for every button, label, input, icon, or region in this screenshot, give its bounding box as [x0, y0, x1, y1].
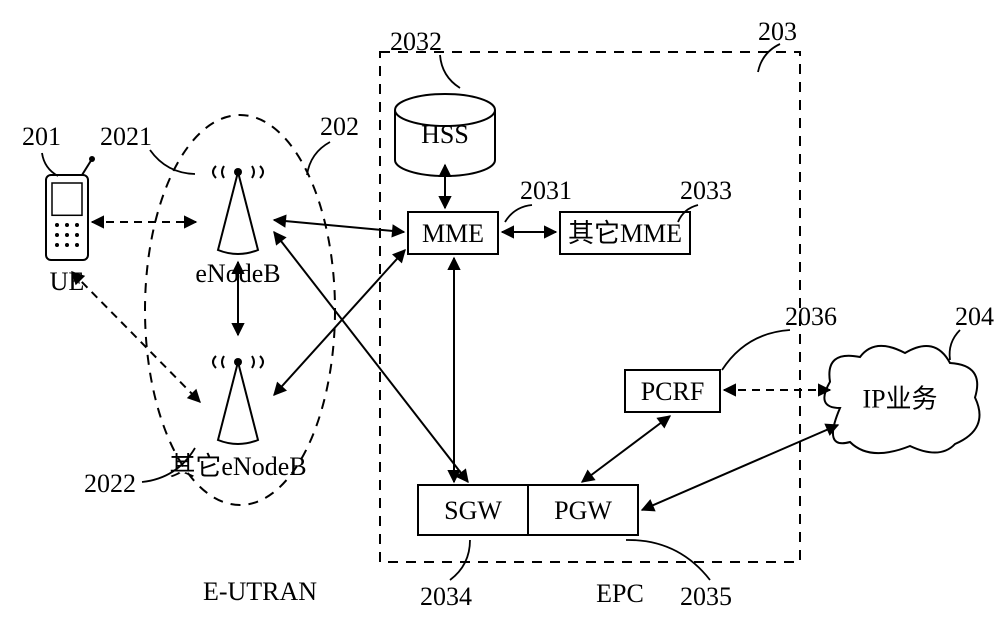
ue-key [75, 243, 79, 247]
ref-r2036: 2036 [785, 302, 837, 331]
epc-label: EPC [596, 579, 644, 608]
edge-enb2-mme [274, 250, 405, 395]
ue-key [75, 233, 79, 237]
other-enodeb-wave [222, 356, 224, 368]
pgw-box-label: PGW [554, 496, 612, 525]
leader-r202 [307, 142, 330, 175]
sgw-box-label: SGW [444, 496, 502, 525]
enodeb-wave [222, 166, 224, 178]
ref-r2031: 2031 [520, 176, 572, 205]
leader-r2032 [440, 55, 460, 88]
leader-r2031 [505, 205, 532, 222]
ue-key [55, 223, 59, 227]
ref-r204: 204 [955, 302, 994, 331]
leader-r203 [758, 44, 780, 72]
ue-key [55, 233, 59, 237]
ue-key [65, 223, 69, 227]
pcrf-box-label: PCRF [641, 377, 705, 406]
ue-screen [52, 183, 82, 215]
leader-r2035 [626, 540, 710, 580]
other-enodeb-tip [234, 358, 242, 366]
enodeb-wave [252, 166, 254, 178]
ref-r201: 201 [22, 122, 61, 151]
leader-r2021 [150, 150, 195, 174]
ref-r203: 203 [758, 17, 797, 46]
edge-enb1-mme [274, 220, 404, 232]
ref-r2032: 2032 [390, 27, 442, 56]
ue-key [65, 243, 69, 247]
other-enodeb-body [218, 362, 258, 444]
leader-r204 [950, 330, 960, 360]
edge-pcrf-pgw [582, 416, 670, 482]
ref-r2021: 2021 [100, 122, 152, 151]
other-enodeb-wave [213, 356, 216, 368]
leader-r2036 [722, 330, 790, 370]
enodeb-wave [260, 166, 263, 178]
ref-r202: 202 [320, 112, 359, 141]
edge-pgw-cloud [642, 425, 838, 510]
ue-key [55, 243, 59, 247]
enodeb-wave [213, 166, 216, 178]
other-enodeb-wave [252, 356, 254, 368]
enodeb-body [218, 172, 258, 254]
ue-key [65, 233, 69, 237]
ue-key [75, 223, 79, 227]
ref-r2035: 2035 [680, 582, 732, 611]
leader-r2034 [450, 540, 470, 580]
cloud-label: IP业务 [862, 385, 937, 414]
ue-label: UE [50, 267, 85, 296]
ref-r2034: 2034 [420, 582, 472, 611]
other-mme-box-label: 其它MME [568, 219, 682, 248]
ref-r2033: 2033 [680, 176, 732, 205]
eutran-label: E-UTRAN [203, 577, 317, 606]
other-enodeb-wave [260, 356, 263, 368]
enodeb-tip [234, 168, 242, 176]
hss-label: HSS [421, 120, 469, 149]
leader-r201 [42, 153, 58, 176]
edge-enb1-sgw [274, 232, 468, 482]
mme-box-label: MME [422, 219, 484, 248]
ref-r2022: 2022 [84, 469, 136, 498]
edge-ue-enb2 [72, 272, 200, 402]
ue-antenna-tip [89, 156, 95, 162]
